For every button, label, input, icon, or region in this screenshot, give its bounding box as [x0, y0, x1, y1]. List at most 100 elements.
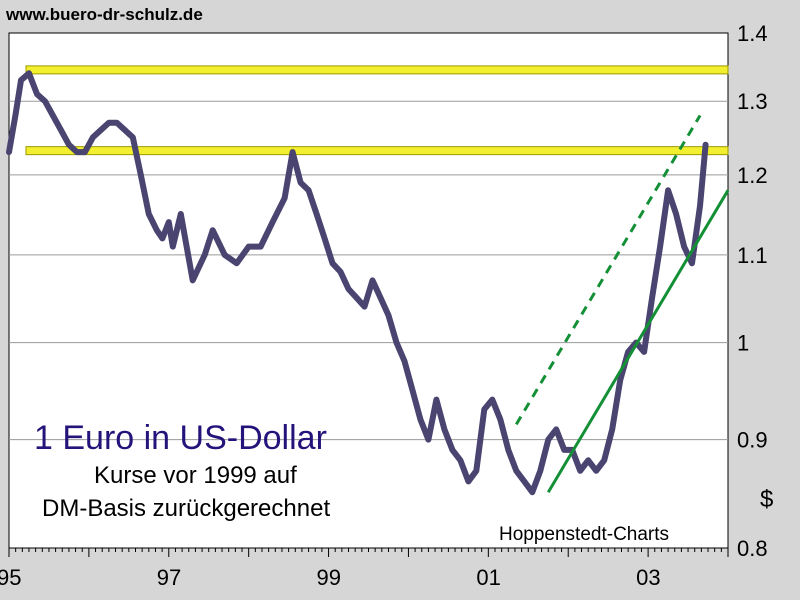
data-point — [362, 304, 367, 309]
data-point — [394, 340, 399, 345]
y-tick-label: 1 — [737, 331, 749, 356]
data-point — [370, 278, 375, 283]
data-point — [658, 244, 663, 249]
data-point — [626, 349, 631, 354]
data-point — [106, 120, 111, 125]
resistance-band — [25, 146, 729, 156]
data-point — [50, 113, 55, 118]
data-point — [90, 135, 95, 140]
data-point — [386, 313, 391, 318]
data-point — [682, 244, 687, 249]
data-point — [98, 127, 103, 132]
data-point — [426, 437, 431, 442]
resistance-band — [25, 65, 729, 75]
chart-title: 1 Euro in US-Dollar — [34, 419, 327, 457]
data-point — [202, 252, 207, 257]
data-point — [434, 397, 439, 402]
x-axis: 95 97 99 01 03 — [0, 548, 729, 590]
data-point — [82, 150, 87, 155]
data-point — [458, 458, 463, 463]
y-axis-unit-label: $ — [760, 486, 774, 513]
data-point — [178, 212, 183, 217]
x-tick-label: 99 — [317, 565, 341, 590]
data-point — [666, 188, 671, 193]
trend-line-solid — [546, 189, 730, 493]
data-point — [698, 204, 703, 209]
site-url[interactable]: www.buero-dr-schulz.de — [6, 5, 203, 24]
data-point — [578, 468, 583, 473]
data-point — [554, 427, 559, 432]
data-point — [378, 295, 383, 300]
data-point — [410, 387, 415, 392]
data-point — [482, 407, 487, 412]
y-tick-label: 0.8 — [737, 536, 768, 561]
data-point — [298, 180, 303, 185]
data-point — [246, 244, 251, 249]
data-point — [506, 447, 511, 452]
data-point — [190, 278, 195, 283]
y-tick-label: 1.1 — [737, 243, 768, 268]
data-point — [13, 113, 18, 118]
data-point — [610, 427, 615, 432]
data-point — [34, 92, 39, 97]
data-point — [258, 244, 263, 249]
data-point — [562, 447, 567, 452]
data-point — [58, 127, 63, 132]
data-point — [703, 142, 708, 147]
x-tick-label: 95 — [0, 565, 21, 590]
y-tick-label: 1.3 — [737, 89, 768, 114]
data-point — [354, 295, 359, 300]
data-point — [442, 427, 447, 432]
data-point — [594, 468, 599, 473]
data-point — [7, 150, 11, 155]
data-point — [498, 417, 503, 422]
resistance-bands — [25, 65, 729, 156]
data-point — [130, 135, 135, 140]
data-point — [330, 261, 335, 266]
data-point — [166, 220, 171, 225]
data-point — [674, 212, 679, 217]
data-point — [26, 71, 31, 76]
data-point — [490, 397, 495, 402]
data-point — [138, 172, 143, 177]
data-point — [522, 479, 527, 484]
data-point — [270, 220, 275, 225]
data-point — [314, 212, 319, 217]
data-point — [210, 228, 215, 233]
y-tick-label: 0.9 — [737, 428, 768, 453]
y-tick-label: 1.4 — [737, 21, 768, 46]
chart-source: Hoppenstedt-Charts — [499, 524, 670, 545]
data-point — [114, 120, 119, 125]
data-point — [474, 468, 479, 473]
data-point — [642, 349, 647, 354]
data-point — [618, 378, 623, 383]
y-tick-label: 1.2 — [737, 163, 768, 188]
data-point — [450, 447, 455, 452]
data-point — [586, 458, 591, 463]
data-point — [154, 228, 159, 233]
data-point — [18, 78, 23, 83]
data-point — [338, 269, 343, 274]
data-point — [690, 261, 695, 266]
data-point — [146, 212, 151, 217]
data-point — [514, 468, 519, 473]
data-point — [466, 479, 471, 484]
y-axis: 0.8 0.9 1 1.1 1.2 1.3 1.4 — [737, 21, 768, 561]
data-point — [346, 287, 351, 292]
x-tick-label: 01 — [476, 565, 500, 590]
data-point — [234, 261, 239, 266]
trend-line-dashed — [515, 114, 702, 426]
data-point — [322, 236, 327, 241]
data-point — [42, 99, 47, 104]
data-point — [602, 458, 607, 463]
x-tick-label: 97 — [157, 565, 181, 590]
data-point — [650, 295, 655, 300]
data-point — [160, 236, 165, 241]
data-point — [74, 150, 79, 155]
chart-subtitle-line-2: DM-Basis zurückgerechnet — [42, 495, 331, 522]
data-point — [306, 188, 311, 193]
x-tick-label: 03 — [636, 565, 660, 590]
trend-lines — [515, 114, 730, 493]
data-point — [290, 150, 295, 155]
